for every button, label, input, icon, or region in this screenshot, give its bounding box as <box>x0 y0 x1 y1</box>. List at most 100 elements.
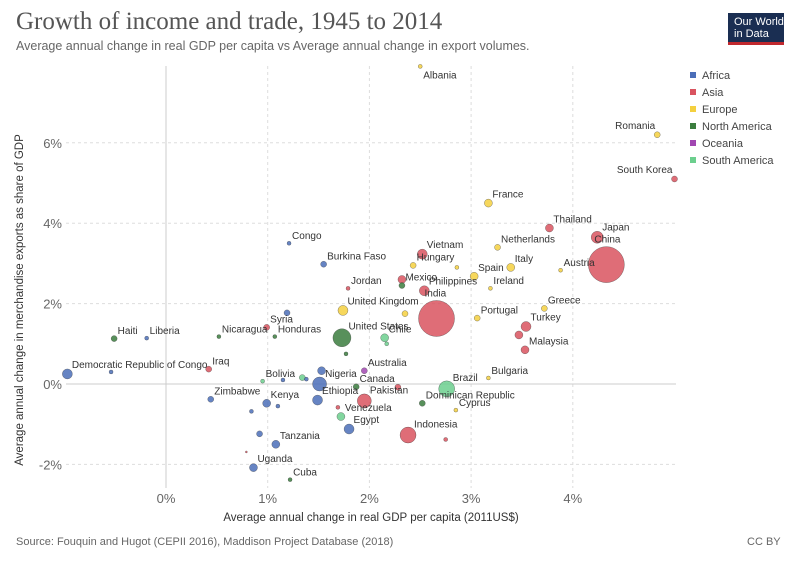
data-point <box>205 365 212 373</box>
legend-label: Africa <box>702 70 731 82</box>
point-label: Brazil <box>453 373 478 384</box>
data-point <box>401 310 409 317</box>
x-tick-label: 2% <box>360 491 379 506</box>
point-label: Thailand <box>553 215 591 226</box>
data-point <box>262 399 271 408</box>
data-point <box>216 334 222 339</box>
data-point <box>558 267 563 273</box>
data-point <box>352 383 360 391</box>
point-label: United States <box>348 321 408 332</box>
data-point <box>320 260 327 268</box>
point-label: United Kingdom <box>347 296 418 307</box>
legend-label: Oceania <box>702 138 744 150</box>
data-point <box>453 407 459 413</box>
license-link[interactable]: CC BY <box>747 536 781 548</box>
point-label: South Korea <box>617 165 673 176</box>
data-points <box>62 64 678 482</box>
legend-swatch <box>690 106 696 112</box>
data-point <box>488 286 493 291</box>
point-label: Vietnam <box>427 240 464 251</box>
data-point <box>245 450 248 454</box>
chart-title: Growth of income and trade, 1945 to 2014 <box>16 8 443 35</box>
data-point <box>207 396 214 403</box>
data-point <box>256 430 263 438</box>
point-label: Nicaragua <box>222 324 268 335</box>
legend-swatch <box>690 140 696 146</box>
point-label: Ireland <box>493 276 524 287</box>
x-tick-label: 1% <box>258 491 277 506</box>
data-point <box>473 314 481 322</box>
data-point <box>409 262 417 269</box>
data-point <box>110 335 118 342</box>
data-point <box>653 131 661 139</box>
data-point <box>394 383 402 391</box>
data-point <box>514 330 524 340</box>
point-label: Liberia <box>150 326 180 337</box>
data-point <box>343 351 349 357</box>
point-label: Portugal <box>481 305 518 316</box>
point-label: Tanzania <box>280 431 320 442</box>
legend-swatch <box>690 123 696 129</box>
data-point <box>335 405 341 410</box>
legend-label: Asia <box>702 87 724 99</box>
point-label: Venezuela <box>345 403 392 414</box>
source-note: Source: Fouquin and Hugot (CEPII 2016), … <box>16 536 394 548</box>
point-label: Cyprus <box>459 398 491 409</box>
data-point <box>304 376 309 382</box>
y-tick-label: 6% <box>43 136 62 151</box>
point-label: Honduras <box>278 324 321 335</box>
point-label: Albania <box>423 70 457 81</box>
point-label: Haiti <box>118 326 138 337</box>
data-point <box>486 375 491 381</box>
data-point <box>144 335 149 341</box>
point-label: Greece <box>548 296 581 307</box>
x-tick-label: 4% <box>563 491 582 506</box>
point-label: Turkey <box>531 313 561 324</box>
point-label: Pakistan <box>370 386 408 397</box>
point-label: Spain <box>478 263 504 274</box>
point-label: Mexico <box>405 273 437 284</box>
data-point <box>62 368 73 380</box>
data-point <box>384 341 389 347</box>
data-point <box>469 272 479 281</box>
zero-lines <box>66 66 676 488</box>
data-point <box>272 334 278 339</box>
point-label: China <box>594 235 621 246</box>
owid-logo[interactable]: Our World in Data <box>728 13 784 45</box>
data-point <box>506 263 516 272</box>
data-point <box>280 377 286 383</box>
point-label: Australia <box>368 358 407 369</box>
point-label: Burkina Faso <box>327 251 386 262</box>
legend: Africa Asia Europe North America Oceania Sout… <box>690 70 774 167</box>
point-label: Ethiopia <box>322 386 359 397</box>
y-tick-label: -2% <box>39 457 63 472</box>
point-label: Uganda <box>257 454 292 465</box>
y-axis-title: Average annual change in merchandise exp… <box>14 134 26 466</box>
data-point <box>443 437 448 442</box>
data-point <box>417 248 428 260</box>
data-point <box>454 265 460 270</box>
data-point <box>336 412 346 421</box>
data-point <box>317 366 326 375</box>
axis-ticks: 0% 1% 2% 3% 4% -2% 0% 2% 4% 6% <box>39 136 583 506</box>
point-label: Malaysia <box>529 336 569 347</box>
data-point <box>545 223 554 233</box>
legend-label: North America <box>702 121 773 133</box>
x-axis-title: Average annual change in real GDP per ca… <box>223 512 519 524</box>
data-point <box>337 305 349 316</box>
y-tick-label: 0% <box>43 377 62 392</box>
data-point <box>312 376 327 392</box>
data-point <box>249 409 254 414</box>
y-tick-label: 4% <box>43 216 62 231</box>
data-point <box>398 282 406 289</box>
data-point <box>419 285 430 296</box>
legend-swatch <box>690 72 696 78</box>
data-point <box>357 393 372 409</box>
data-point <box>399 426 417 444</box>
point-label: Indonesia <box>414 419 458 430</box>
point-label: Iraq <box>212 356 229 367</box>
point-label: Democratic Republic of Congo <box>72 360 208 371</box>
point-label: Canada <box>360 374 395 385</box>
point-label: Jordan <box>351 276 382 287</box>
